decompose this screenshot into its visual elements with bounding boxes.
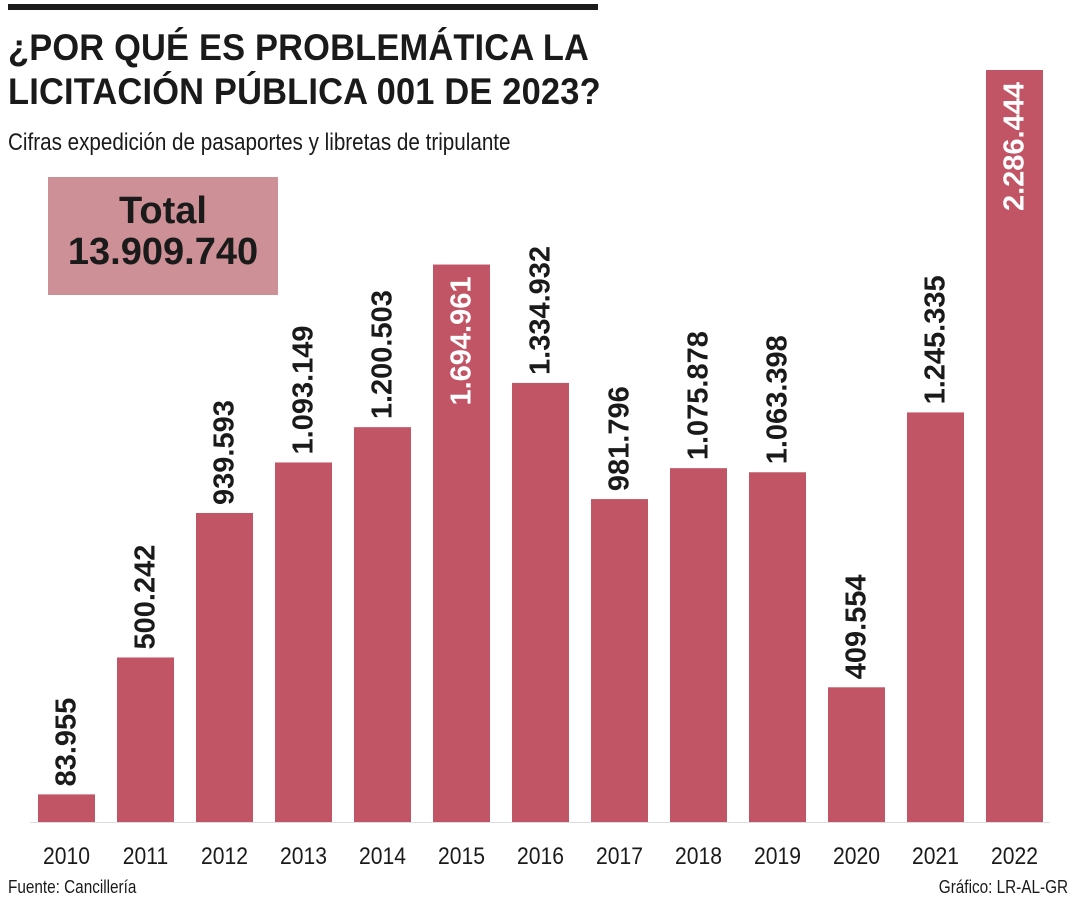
x-tick-2018: 2018 [675, 843, 722, 870]
x-tick-2013: 2013 [280, 843, 327, 870]
bar-2016 [512, 382, 569, 822]
value-label-2012: 939.593 [209, 400, 241, 505]
value-label-2020: 409.554 [841, 574, 873, 679]
graphic-credit: Gráfico: LR-AL-GR [938, 877, 1068, 897]
value-label-2013: 1.093.149 [288, 325, 320, 454]
x-tick-2016: 2016 [517, 843, 564, 870]
x-tick-2017: 2017 [596, 843, 643, 870]
value-label-2011: 500.242 [130, 545, 162, 650]
value-label-2016: 1.334.932 [525, 246, 557, 375]
bar-2019 [749, 472, 806, 822]
bar-2018 [670, 468, 727, 822]
x-tick-2020: 2020 [833, 843, 880, 870]
source-note: Fuente: Cancillería [8, 877, 137, 897]
chart-subtitle: Cifras expedición de pasaportes y libret… [8, 129, 511, 156]
bar-2012 [196, 512, 253, 822]
value-label-2021: 1.245.335 [920, 275, 952, 404]
bar-2017 [591, 499, 648, 822]
x-tick-2010: 2010 [43, 843, 90, 870]
value-label-2018: 1.075.878 [683, 331, 715, 460]
bar-2011 [117, 657, 174, 822]
x-tick-2014: 2014 [359, 843, 406, 870]
x-tick-2012: 2012 [201, 843, 248, 870]
chart-title: ¿POR QUÉ ES PROBLEMÁTICA LA LICITACIÓN P… [8, 27, 601, 112]
bar-2021 [907, 412, 964, 822]
bar-2015 [433, 264, 490, 823]
bar-2022 [986, 70, 1043, 822]
value-label-2022: 2.286.444 [999, 82, 1031, 211]
x-tick-2011: 2011 [123, 843, 168, 870]
value-label-2017: 981.796 [604, 386, 636, 491]
bar-2013 [275, 462, 332, 822]
top-rule [8, 4, 598, 10]
value-label-2019: 1.063.398 [762, 335, 794, 464]
x-tick-2022: 2022 [991, 843, 1038, 870]
value-label-2010: 83.955 [51, 698, 83, 787]
bar-2010 [38, 794, 95, 822]
x-tick-2021: 2021 [912, 843, 959, 870]
bar-2014 [354, 427, 411, 822]
total-label: Total [119, 190, 207, 232]
value-label-2015: 1.694.961 [446, 277, 478, 406]
x-tick-2019: 2019 [754, 843, 801, 870]
x-tick-2015: 2015 [438, 843, 485, 870]
total-value: 13.909.740 [67, 231, 259, 273]
value-label-2014: 1.200.503 [367, 290, 399, 419]
total-box: Total 13.909.740 [48, 177, 278, 295]
bar-2020 [828, 687, 885, 822]
